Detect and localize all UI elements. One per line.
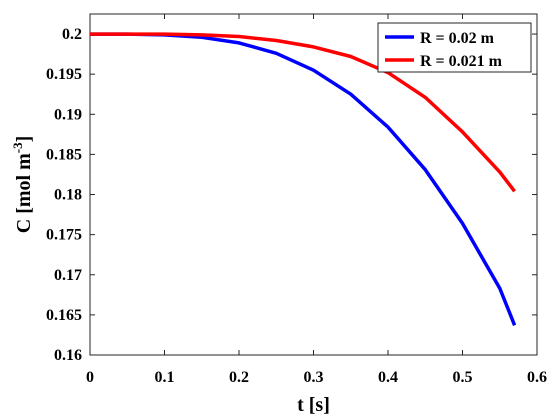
- y-tick-label: 0.195: [46, 66, 82, 83]
- x-tick-label: 0.4: [378, 369, 398, 386]
- legend-label-0: R = 0.02 m: [420, 30, 495, 47]
- x-axis-ticks: 0 0.1 0.2 0.3 0.4 0.5 0.6: [86, 14, 547, 386]
- y-tick-label: 0.18: [54, 187, 82, 204]
- x-tick-label: 0.6: [527, 369, 547, 386]
- x-tick-label: 0.1: [155, 369, 175, 386]
- y-axis-label-superscript: -3: [10, 142, 25, 153]
- y-tick-label: 0.2: [62, 26, 82, 43]
- y-tick-label: 0.175: [46, 227, 82, 244]
- x-tick-label: 0.5: [453, 369, 473, 386]
- y-axis-label-main: C [mol m: [13, 153, 35, 233]
- series-layer: [90, 32, 517, 326]
- series-line-1: [90, 32, 516, 193]
- y-axis-ticks: 0.16 0.165 0.17 0.175 0.18 0.185 0.19 0.195 0.2: [46, 26, 537, 364]
- y-tick-label: 0.17: [54, 267, 82, 284]
- y-tick-label: 0.165: [46, 307, 82, 324]
- x-tick-label: 0.3: [304, 369, 324, 386]
- y-tick-label: 0.185: [46, 146, 82, 163]
- legend: R = 0.02 m R = 0.021 m: [377, 22, 532, 73]
- y-axis-label-close: ]: [13, 136, 35, 143]
- x-tick-label: 0: [86, 369, 94, 386]
- y-axis-label: C [mol m-3]: [10, 136, 35, 234]
- legend-label-1: R = 0.021 m: [420, 53, 503, 70]
- y-tick-label: 0.19: [54, 106, 82, 123]
- x-tick-label: 0.2: [229, 369, 249, 386]
- legend-box: [377, 22, 532, 73]
- y-tick-label: 0.16: [54, 347, 82, 364]
- x-axis-label: t [s]: [297, 394, 330, 416]
